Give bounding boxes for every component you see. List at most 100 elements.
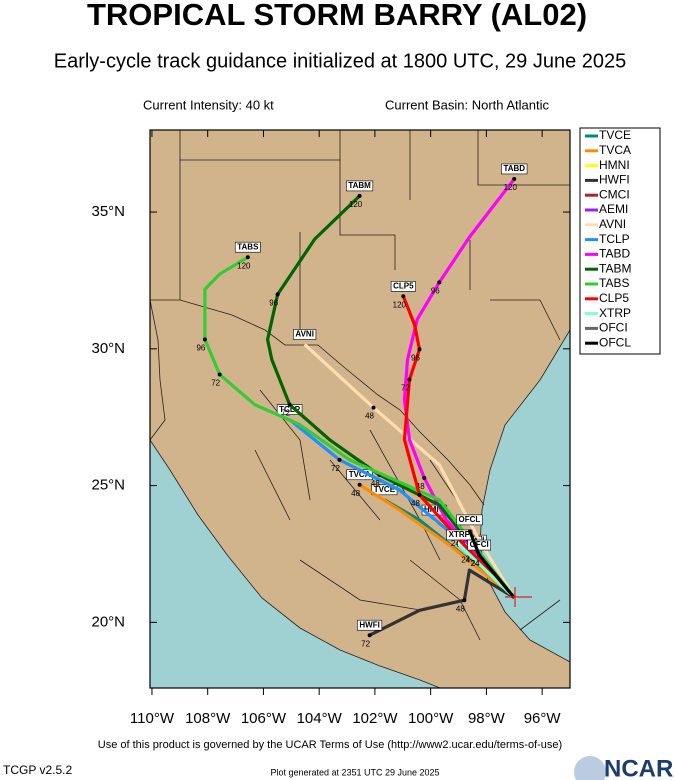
track [303, 343, 516, 599]
track [203, 255, 516, 599]
track-label-box [390, 281, 416, 292]
hour-label: 96 [431, 286, 440, 295]
track-label-box [456, 514, 483, 526]
track-label: TABD [503, 164, 525, 173]
track [402, 177, 516, 599]
hour-point [512, 176, 517, 181]
hour-label: 48 [365, 412, 374, 421]
x-tick-label: 96°W [524, 710, 562, 727]
hour-label: 48 [371, 479, 380, 488]
y-tick-label: 20°N [91, 613, 125, 630]
track-label: XTRP [449, 530, 471, 539]
legend-label: CLP5 [599, 291, 629, 305]
map-frame [149, 129, 571, 689]
legend-label: OFCI [599, 321, 628, 335]
hour-label: 72 [281, 409, 290, 418]
hour-point [462, 598, 467, 603]
current-position [505, 587, 532, 607]
hour-label: 120 [349, 200, 363, 209]
hour-label: 48 [411, 499, 420, 508]
legend-label: AEMI [599, 202, 628, 216]
legend: TVCETVCAHMNIHWFICMCIAEMIAVNITCLPTABDTABM… [579, 127, 661, 355]
hour-label: 24 [471, 559, 480, 568]
legend-label: TCLP [599, 232, 630, 246]
track-label-box [357, 619, 383, 631]
hour-label: 72 [211, 379, 220, 388]
hour-label: 24 [461, 555, 470, 564]
legend-label: TABD [599, 247, 630, 261]
hour-point [287, 402, 292, 407]
hour-label: 72 [361, 639, 370, 648]
hour-point [422, 475, 427, 480]
track-label: AVNI [295, 330, 314, 339]
hour-label: 24 [466, 554, 475, 563]
hour-label: 120 [504, 183, 518, 192]
legend-label: HWFI [599, 173, 630, 187]
legend-label: TVCE [599, 128, 631, 142]
legend-label: TABS [599, 276, 629, 290]
hour-label: 24 [471, 559, 480, 568]
generated: Plot generated at 2351 UTC 29 June 2025 [270, 767, 439, 777]
version: TCGP v2.5.2 [3, 763, 72, 777]
track-label-box [467, 539, 491, 551]
legend-label: HMNI [599, 158, 630, 172]
hour-label: 72 [401, 384, 410, 393]
track-label-box [293, 329, 317, 340]
track-label-box [501, 163, 528, 175]
border [150, 299, 485, 506]
hour-point [337, 457, 342, 462]
hour-point [407, 377, 412, 382]
legend-label: AVNI [599, 217, 626, 231]
hour-label: 96 [411, 353, 420, 362]
track-label: TVCE [374, 485, 396, 494]
hour-point [357, 193, 362, 198]
legend-label: XTRP [599, 306, 631, 320]
state-lines [179, 130, 570, 341]
hour-point [417, 492, 422, 497]
hour-point [202, 337, 207, 342]
legend-label: TABM [599, 261, 631, 275]
hour-label: 48 [416, 482, 425, 491]
axes: 110°W 108°W 106°W 104°W 102°W 100°W 98°W 96°W 20… [91, 130, 570, 727]
x-tick-label: 108°W [185, 710, 231, 727]
track-label: CLP5 [393, 281, 414, 290]
x-tick-label: 110°W [130, 710, 175, 727]
track-label: OFCL [458, 515, 480, 524]
hour-label: 96 [269, 299, 278, 308]
track-label: TCLP [279, 405, 301, 414]
logo-text: NCAR [604, 755, 673, 780]
x-tick-label: 104°W [297, 710, 343, 727]
track-label: TABM [348, 181, 371, 190]
basin: Current Basin: North Atlantic [385, 97, 550, 112]
y-tick-label: 30°N [91, 340, 125, 357]
hour-point [437, 280, 442, 285]
intensity: Current Intensity: 40 kt [143, 97, 274, 112]
track-label-box [346, 180, 374, 192]
logo-mark [574, 756, 606, 780]
hour-label: 72 [331, 464, 340, 473]
track [358, 483, 516, 599]
y-tick-label: 35°N [91, 203, 125, 220]
hour-label: 48 [351, 489, 360, 498]
x-tick-label: 106°W [241, 710, 287, 727]
hour-label: 96 [196, 344, 205, 353]
hour-label: 120 [237, 261, 251, 270]
hour-point [477, 553, 482, 558]
track-label: TVCA [349, 470, 371, 479]
hour-point [275, 292, 280, 297]
title: TROPICAL STORM BARRY (AL02) [87, 0, 587, 32]
track-label: TABS [237, 242, 259, 251]
tracks: TVCE48TVCA24HMNI4872HWFI24CMCI24AEMI48AV… [196, 163, 528, 648]
legend-label: CMCI [599, 187, 630, 201]
hour-point [371, 405, 376, 410]
track [266, 194, 516, 599]
track-label-box [234, 241, 261, 253]
hour-point [367, 633, 372, 638]
legend-entries: TVCETVCAHMNIHWFICMCIAEMIAVNITCLPTABDTABM… [585, 128, 631, 349]
hour-label: 120 [393, 300, 407, 309]
x-tick-label: 98°W [468, 710, 506, 727]
track-label: HWFI [359, 620, 379, 629]
hour-point [217, 372, 222, 377]
hour-point [417, 347, 422, 352]
